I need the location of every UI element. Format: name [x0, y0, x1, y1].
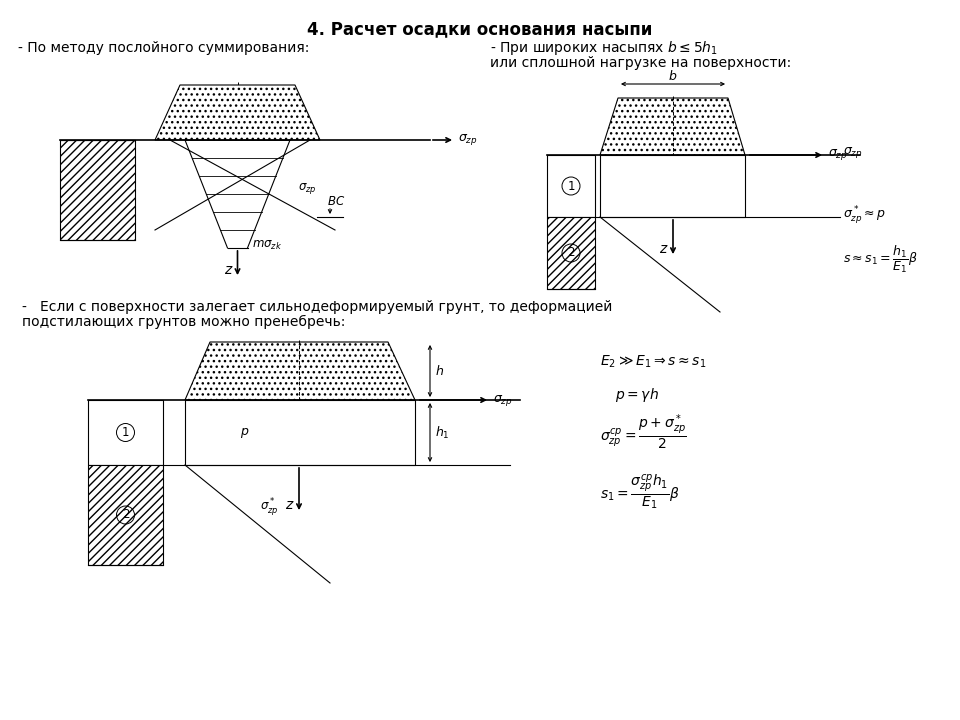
- Text: $p$: $p$: [240, 426, 250, 439]
- Text: 1: 1: [122, 426, 130, 439]
- Text: $\sigma^*_{zp} \approx p$: $\sigma^*_{zp} \approx p$: [843, 204, 886, 226]
- Text: $\sigma^*_{zp}$: $\sigma^*_{zp}$: [260, 496, 278, 518]
- Text: $s_1 = \dfrac{\sigma^{cp}_{zp} h_1}{E_1} \beta$: $s_1 = \dfrac{\sigma^{cp}_{zp} h_1}{E_1}…: [600, 472, 680, 511]
- Text: $\sigma_{zp}$: $\sigma_{zp}$: [298, 181, 317, 196]
- Polygon shape: [600, 98, 745, 155]
- Text: $p = \gamma h$: $p = \gamma h$: [615, 386, 659, 404]
- Text: 2: 2: [122, 508, 130, 521]
- Polygon shape: [155, 85, 320, 140]
- Text: - По методу послойного суммирования:: - По методу послойного суммирования:: [18, 41, 309, 55]
- Text: $s \approx s_1 = \dfrac{h_1}{E_1}\beta$: $s \approx s_1 = \dfrac{h_1}{E_1}\beta$: [843, 243, 918, 274]
- Text: $z$: $z$: [285, 498, 295, 512]
- Text: 2: 2: [567, 246, 575, 259]
- Text: $\sigma_{zp}$: $\sigma_{zp}$: [843, 145, 863, 161]
- Text: $z$: $z$: [224, 263, 233, 277]
- Text: $\sigma_{zp}$: $\sigma_{zp}$: [828, 148, 848, 163]
- Text: $BC$: $BC$: [327, 195, 346, 209]
- Bar: [185, 400, 415, 465]
- Text: 1: 1: [567, 179, 575, 192]
- Text: $\sigma^{cp}_{zp} = \dfrac{p + \sigma^*_{zp}}{2}$: $\sigma^{cp}_{zp} = \dfrac{p + \sigma^*_…: [600, 413, 686, 451]
- Text: -   Если с поверхности залегает сильнодеформируемый грунт, то деформацией: - Если с поверхности залегает сильнодефо…: [22, 300, 612, 314]
- Bar: [600, 155, 745, 217]
- Text: - При широких насыпях $b\leq5h_1$: - При широких насыпях $b\leq5h_1$: [490, 39, 718, 57]
- Text: $\sigma_{zp}$: $\sigma_{zp}$: [458, 132, 478, 148]
- Polygon shape: [185, 342, 415, 400]
- Text: подстилающих грунтов можно пренебречь:: подстилающих грунтов можно пренебречь:: [22, 315, 346, 329]
- Bar: [547, 155, 595, 217]
- Text: 4. Расчет осадки основания насыпи: 4. Расчет осадки основания насыпи: [307, 20, 653, 38]
- Text: $h_1$: $h_1$: [435, 425, 449, 441]
- Bar: [88, 400, 163, 465]
- Bar: [60, 140, 135, 240]
- Text: $z$: $z$: [659, 242, 668, 256]
- Text: или сплошной нагрузке на поверхности:: или сплошной нагрузке на поверхности:: [490, 56, 791, 70]
- Bar: [547, 217, 595, 289]
- Bar: [88, 465, 163, 565]
- Text: $\sigma_{zp}$: $\sigma_{zp}$: [493, 392, 513, 408]
- Text: $h$: $h$: [435, 364, 444, 378]
- Text: $E_2 \gg E_1 \Rightarrow s \approx s_1$: $E_2 \gg E_1 \Rightarrow s \approx s_1$: [600, 354, 707, 370]
- Text: $m\sigma_{zk}$: $m\sigma_{zk}$: [252, 238, 283, 251]
- Text: $b$: $b$: [668, 69, 678, 83]
